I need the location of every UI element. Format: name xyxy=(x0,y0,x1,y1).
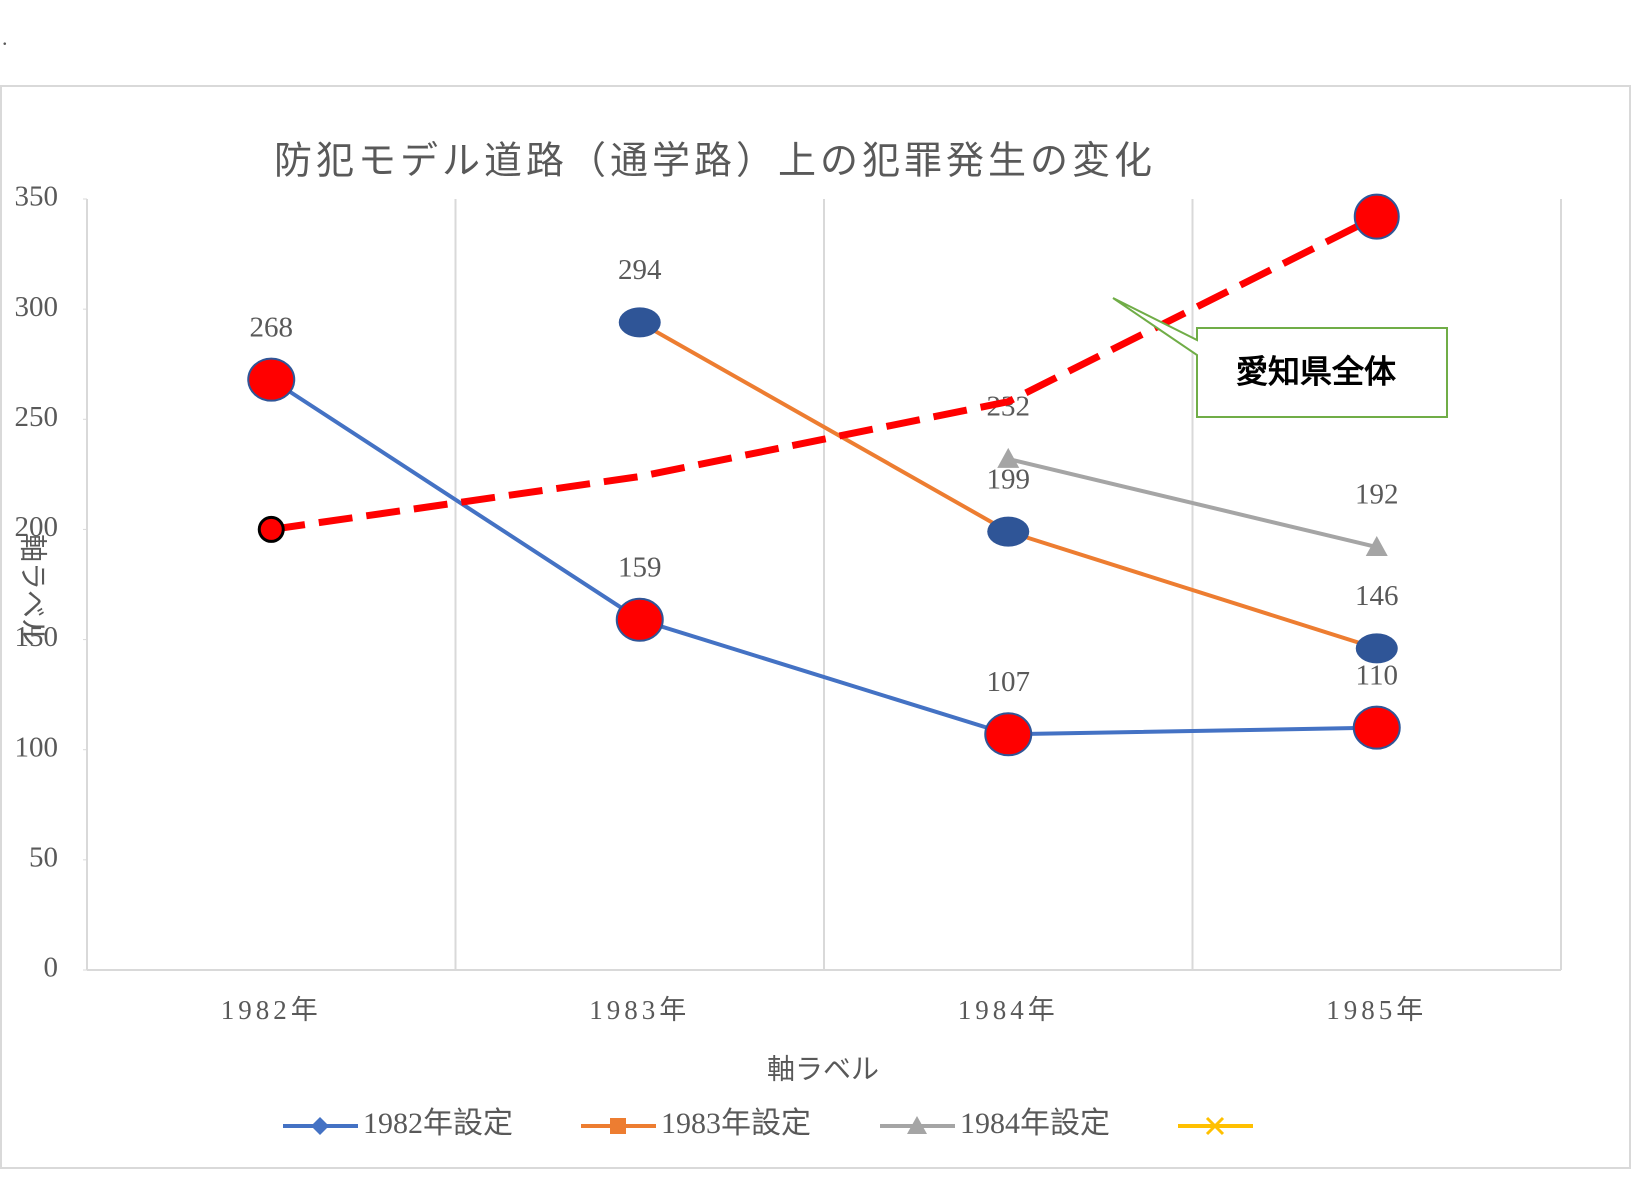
x-tick-label: 1984年 xyxy=(958,995,1059,1025)
marker xyxy=(615,597,664,642)
callout: 愛知県全体 xyxy=(1112,297,1448,418)
marker xyxy=(257,515,285,543)
marker xyxy=(1365,536,1388,557)
marker xyxy=(987,516,1030,547)
y-axis-title: 軸ラベル xyxy=(17,534,49,646)
y-tick-label: 200 xyxy=(15,511,59,543)
data-label: 159 xyxy=(618,551,662,583)
marker xyxy=(1353,193,1400,240)
dashed-line xyxy=(270,213,1379,533)
callout-box xyxy=(1112,297,1448,418)
data-label: 192 xyxy=(1355,479,1399,511)
data-label: 268 xyxy=(250,311,294,343)
legend-label: 1982年設定 xyxy=(363,1107,513,1140)
chart-title: 防犯モデル道路（通学路）上の犯罪発生の変化 xyxy=(274,141,1156,183)
y-tick-label: 300 xyxy=(15,291,59,323)
y-tick-label: 250 xyxy=(15,401,59,433)
y-tick-label: 100 xyxy=(15,731,59,763)
legend-marker xyxy=(907,1116,927,1134)
data-label: 199 xyxy=(987,463,1031,495)
legend-label: 1983年設定 xyxy=(661,1107,811,1140)
annotation: . xyxy=(2,25,8,50)
legend-marker xyxy=(311,1117,329,1135)
y-tick-label: 350 xyxy=(15,181,59,213)
x-tick-label: 1985年 xyxy=(1326,995,1427,1025)
x-axis-title: 軸ラベル xyxy=(767,1053,879,1085)
data-label: 146 xyxy=(1355,580,1399,612)
line xyxy=(1007,456,1378,549)
marker xyxy=(247,357,296,402)
x-tick-label: 1983年 xyxy=(589,995,690,1025)
y-tick-label: 0 xyxy=(44,952,59,984)
legend-marker xyxy=(610,1118,626,1134)
marker xyxy=(1352,705,1401,750)
marker xyxy=(1355,633,1398,664)
data-label: 107 xyxy=(987,666,1031,698)
legend-label: 1984年設定 xyxy=(960,1107,1110,1140)
chart-border xyxy=(0,85,1631,1169)
callout-text: 愛知県全体 xyxy=(1236,353,1396,389)
data-label: 294 xyxy=(618,254,662,286)
data-label: 110 xyxy=(1356,659,1398,691)
y-tick-label: 50 xyxy=(29,842,58,874)
marker xyxy=(997,447,1020,468)
line xyxy=(270,377,1377,737)
legend-marker xyxy=(1205,1116,1225,1136)
x-tick-label: 1982年 xyxy=(221,995,322,1025)
marker xyxy=(984,712,1033,757)
y-tick-label: 150 xyxy=(15,621,59,653)
marker xyxy=(618,307,661,338)
